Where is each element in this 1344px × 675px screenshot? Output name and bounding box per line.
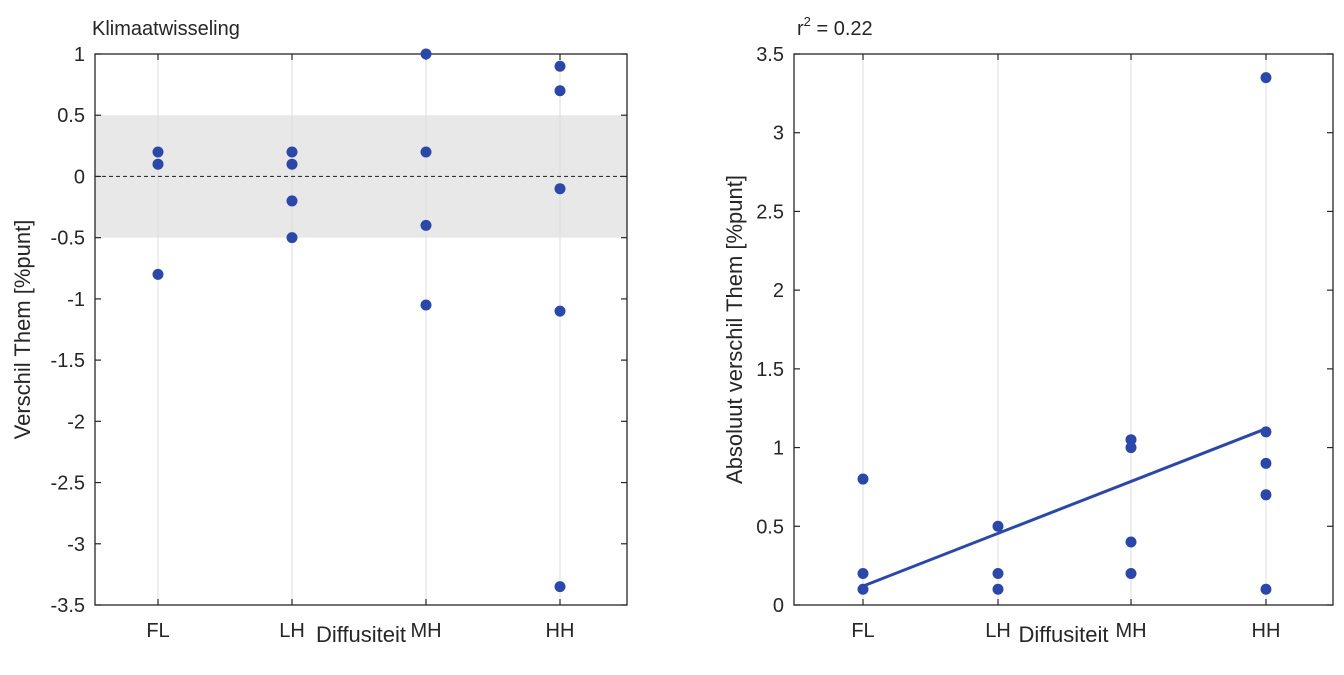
x-axis-ticks: FL LH MH HH: [851, 54, 1280, 642]
data-point-lh: [286, 146, 298, 158]
data-point-hh: [554, 183, 566, 195]
y-tick-label: -1.5: [51, 350, 85, 372]
data-point-fl: [857, 583, 869, 595]
chart-title: Klimaatwisseling: [92, 18, 240, 40]
y-tick-label: -3: [67, 534, 85, 556]
y-tick-label: 1.5: [756, 359, 784, 381]
data-point-lh: [286, 232, 298, 244]
r-squared-superscript: 2: [804, 14, 811, 29]
data-point-mh: [420, 219, 432, 231]
data-point-hh: [1260, 457, 1272, 469]
regression-line: [862, 427, 1267, 588]
x-axis-ticks: FL LH MH HH: [146, 54, 574, 642]
y-tick-label: 1: [74, 44, 85, 66]
x-tick-label-fl: FL: [146, 620, 169, 642]
y-tick-label: -2.5: [51, 473, 85, 495]
data-point-hh: [554, 60, 566, 72]
y-tick-label: 2.5: [756, 201, 784, 223]
x-tick-label-lh: LH: [279, 620, 305, 642]
y-axis-ticks: 1 0.5 0 -0.5 -1 -1.5 -2 -2.5 -3 -3.5: [51, 44, 627, 617]
data-point-mh: [420, 48, 432, 60]
data-point-mh: [1125, 536, 1137, 548]
plot-frame: [94, 53, 628, 606]
y-axis-ticks: 3.5 3 2.5 2 1.5 1 0.5 0: [756, 44, 1333, 617]
y-tick-label: 0: [74, 166, 85, 188]
data-point-hh: [554, 581, 566, 593]
y-axis-label: Verschil Them [%punt]: [10, 220, 35, 440]
data-points: [857, 72, 1272, 595]
vertical-gridlines: [862, 54, 1267, 605]
y-tick-label: 3.5: [756, 44, 784, 66]
data-point-mh: [420, 299, 432, 311]
data-point-fl: [857, 473, 869, 485]
y-tick-label: 3: [773, 123, 784, 145]
x-tick-label-mh: MH: [410, 620, 441, 642]
data-point-mh: [1125, 434, 1137, 446]
data-point-hh: [554, 305, 566, 317]
data-point-fl: [152, 268, 164, 280]
x-tick-label-hh: HH: [1252, 620, 1281, 642]
left-chart-panel: 1 0.5 0 -0.5 -1 -1.5 -2 -2.5 -3 -3.5 FL LH MH HH Kli…: [10, 18, 628, 647]
y-tick-label: -3.5: [51, 595, 85, 617]
y-axis-label: Absoluut verschil Them [%punt]: [722, 175, 747, 484]
data-point-lh: [992, 520, 1004, 532]
data-point-mh: [1125, 442, 1137, 454]
x-tick-label-hh: HH: [546, 620, 575, 642]
data-point-lh: [286, 195, 298, 207]
y-tick-label: 0.5: [57, 105, 85, 127]
x-tick-label-lh: LH: [985, 620, 1011, 642]
y-tick-label: -1: [67, 289, 85, 311]
data-point-lh: [286, 158, 298, 170]
data-point-hh: [1260, 426, 1272, 438]
r-squared-r: r: [797, 18, 804, 40]
data-point-hh: [1260, 72, 1272, 84]
y-tick-label: 1: [773, 438, 784, 460]
data-points: [152, 48, 566, 593]
data-point-hh: [1260, 583, 1272, 595]
x-axis-label: Diffusiteit: [1018, 622, 1108, 647]
y-tick-label: 2: [773, 280, 784, 302]
data-point-fl: [152, 158, 164, 170]
data-point-mh: [1125, 568, 1137, 580]
data-point-fl: [857, 568, 869, 580]
right-chart-panel: 3.532.521.510.50 FL LH MH HH r2 = 0.22 Diff…: [722, 14, 1334, 647]
y-tick-label: -0.5: [51, 228, 85, 250]
data-point-hh: [554, 85, 566, 97]
x-tick-label-fl: FL: [851, 620, 874, 642]
data-point-mh: [420, 146, 432, 158]
y-tick-label: 0: [773, 595, 784, 617]
y-tick-label: 0.5: [756, 516, 784, 538]
x-tick-label-mh: MH: [1115, 620, 1146, 642]
x-axis-label: Diffusiteit: [316, 622, 406, 647]
data-point-lh: [992, 568, 1004, 580]
y-tick-label: -2: [67, 411, 85, 433]
data-point-hh: [1260, 489, 1272, 501]
r-squared-label: r2 = 0.22: [797, 14, 873, 40]
data-point-fl: [152, 146, 164, 158]
plot-frame: [793, 53, 1334, 606]
vertical-gridlines: [157, 54, 561, 605]
data-point-lh: [992, 583, 1004, 595]
r-squared-value: = 0.22: [811, 18, 873, 40]
